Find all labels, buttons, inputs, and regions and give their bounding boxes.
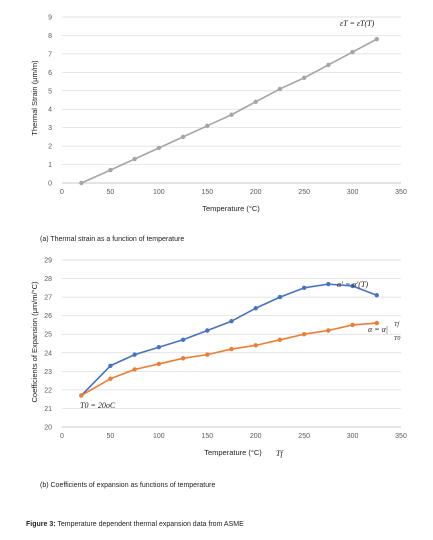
data-point [301, 332, 307, 337]
x-tick-label: 300 [347, 433, 359, 440]
figure-caption-label: Figure 3: [26, 521, 56, 528]
y-tick-label: 27 [44, 295, 52, 302]
y-tick-label: 9 [48, 15, 52, 22]
data-point [253, 99, 258, 105]
data-point [277, 337, 283, 342]
alpha-prime-equation-label: α′ = α′(T) [337, 280, 368, 289]
x-tick-label: 200 [250, 433, 262, 440]
alpha-lower-limit: T0 [394, 336, 400, 342]
data-point [229, 346, 234, 352]
tf-label: Tf [276, 449, 284, 458]
x-tick-label: 250 [298, 189, 310, 196]
series-line-1 [81, 38, 378, 184]
y-tick-label: 23 [44, 369, 52, 376]
x-axis-title: Temperature (°C) [202, 204, 260, 213]
data-point [350, 49, 355, 55]
data-point [350, 283, 355, 289]
data-point [277, 294, 283, 300]
data-point [79, 393, 84, 398]
reference-temperature-label: T0 = 20oC [80, 401, 116, 410]
y-tick-label: 24 [44, 350, 52, 357]
data-point [277, 86, 283, 92]
data-point [156, 361, 162, 367]
y-tick-label: 22 [44, 387, 52, 394]
x-tick-label: 350 [395, 189, 407, 196]
y-axis-title: Thermal Strain (μm/m) [30, 60, 39, 136]
y-tick-label: 3 [48, 125, 52, 132]
y-tick-label: 21 [44, 406, 52, 413]
data-point [374, 320, 379, 326]
alpha-upper-limit: Tf [394, 321, 400, 328]
figure-caption: Figure 3: Temperature dependent thermal … [26, 521, 244, 528]
data-point [326, 281, 331, 287]
y-tick-label: 28 [44, 276, 52, 283]
data-point [205, 352, 210, 357]
y-tick-label: 26 [44, 313, 52, 320]
series-line-1 [80, 283, 378, 397]
x-tick-label: 100 [153, 433, 165, 440]
y-tick-label: 1 [48, 162, 52, 169]
data-point [350, 322, 355, 328]
data-point [326, 328, 331, 333]
x-tick-label: 50 [107, 433, 115, 440]
chart-thermal-strain: 0 1 2 3 4 5 6 7 8 9 0 50 100 150 200 250 300 350 Tempera… [30, 15, 407, 214]
data-point [108, 376, 113, 381]
caption-a: (a) Thermal strain as a function of temp… [40, 236, 185, 243]
data-point [79, 180, 84, 186]
data-point [132, 352, 137, 357]
data-point [156, 345, 162, 350]
data-point [108, 363, 113, 368]
x-tick-label: 0 [60, 433, 64, 440]
data-point [229, 112, 234, 117]
data-point [156, 145, 162, 151]
data-point [108, 167, 113, 173]
caption-b: (b) Coefficients of expansion as functio… [40, 482, 216, 489]
data-point [180, 134, 186, 140]
data-point [132, 156, 137, 162]
data-point [301, 75, 307, 81]
data-point [229, 319, 234, 324]
data-point [301, 285, 307, 291]
x-tick-label: 0 [60, 189, 64, 196]
y-tick-label: 25 [44, 332, 52, 339]
y-tick-label: 20 [44, 425, 52, 432]
x-tick-label: 350 [395, 433, 407, 440]
x-tick-label: 100 [153, 189, 165, 196]
y-tick-label: 8 [48, 33, 52, 40]
y-axis-title: Coefficients of Expansion (μm/m/°C) [30, 281, 39, 402]
figure-caption-text: Temperature dependent thermal expansion … [55, 521, 244, 528]
x-tick-label: 150 [201, 433, 213, 440]
chart-expansion-coefficients: 20 21 22 23 24 25 26 27 28 29 0 50 100 150 200 250 300 3… [30, 258, 407, 459]
data-point [180, 356, 186, 361]
y-tick-label: 7 [48, 51, 52, 58]
x-axis-title: Temperature (°C) [204, 448, 262, 457]
data-point [205, 328, 210, 333]
y-tick-label: 0 [48, 181, 52, 188]
x-tick-label: 300 [347, 189, 359, 196]
x-tick-label: 150 [201, 189, 213, 196]
y-tick-label: 6 [48, 70, 52, 77]
data-point [253, 343, 258, 348]
data-point [253, 306, 258, 311]
y-tick-label: 4 [48, 107, 52, 114]
y-tick-label: 29 [44, 258, 52, 265]
data-point [326, 62, 331, 68]
x-tick-label: 200 [250, 189, 262, 196]
data-point [374, 36, 379, 42]
strain-equation-label: εT = εT(T) [340, 19, 375, 28]
data-point [374, 293, 379, 298]
data-point [180, 337, 186, 342]
data-point [132, 367, 137, 372]
y-tick-label: 5 [48, 88, 52, 95]
data-point [205, 123, 210, 129]
x-tick-label: 250 [298, 433, 310, 440]
alpha-equation-label: α = α| [368, 325, 388, 334]
y-tick-label: 2 [48, 144, 52, 151]
x-tick-label: 50 [107, 189, 115, 196]
